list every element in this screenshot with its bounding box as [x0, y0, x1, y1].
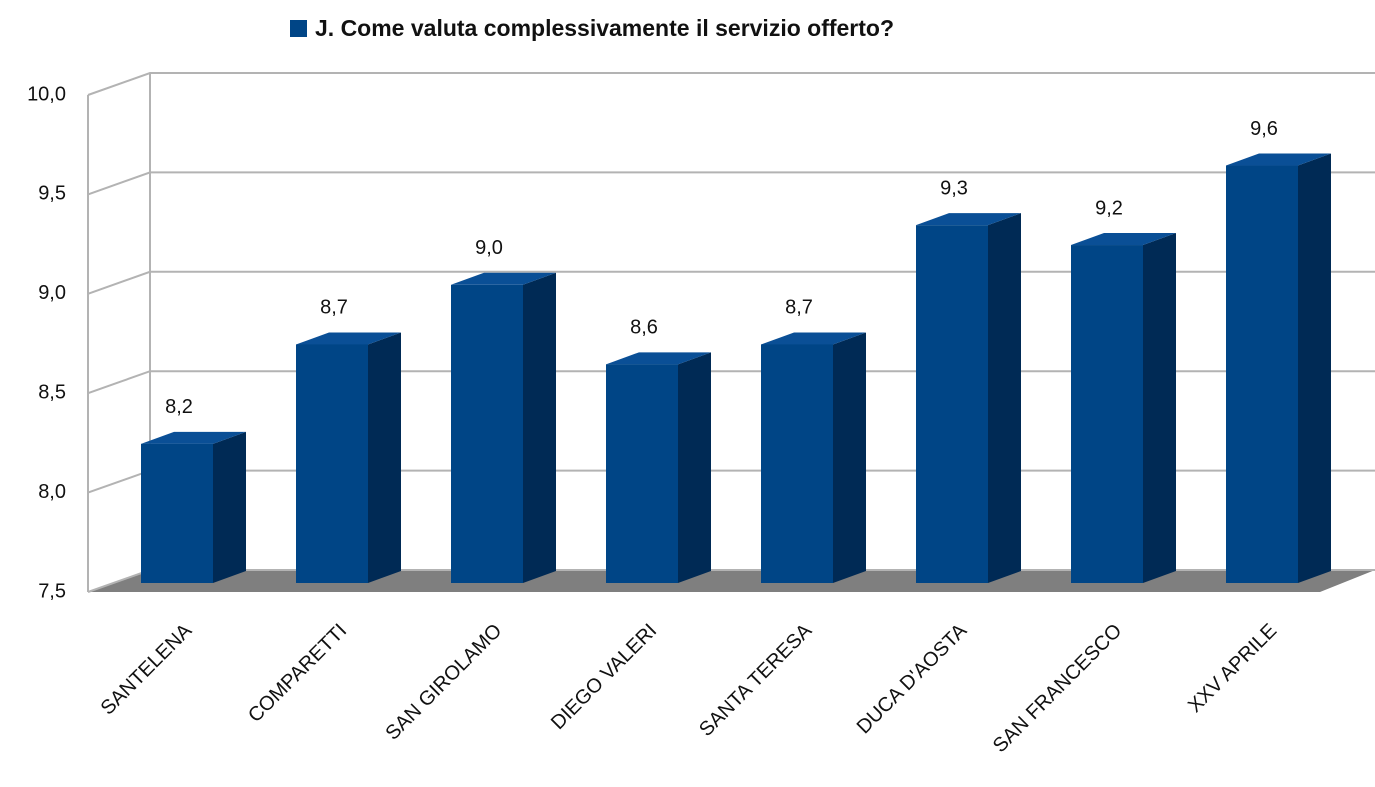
bar: [1071, 245, 1143, 584]
y-tick-label: 7,5: [38, 580, 66, 602]
bar: [916, 225, 988, 583]
bar-top: [916, 213, 1021, 226]
bar-top: [296, 332, 401, 345]
value-label: 9,2: [1095, 197, 1123, 219]
x-tick-label: SAN FRANCESCO: [989, 620, 1126, 757]
value-label: 8,6: [630, 317, 658, 339]
bar-top: [606, 352, 711, 365]
bar: [761, 344, 833, 583]
bar-side: [1143, 233, 1176, 584]
bar-side: [678, 352, 711, 583]
bar-top: [761, 332, 866, 345]
x-tick-label: DIEGO VALERI: [547, 620, 661, 734]
x-tick-label: SAN GIROLAMO: [381, 620, 506, 745]
grid-line: [87, 270, 1375, 295]
x-tick-label: SANTELENA: [97, 619, 197, 719]
bar-top: [1071, 233, 1176, 246]
y-tick-label: 8,0: [38, 481, 66, 503]
grid-line: [87, 171, 1375, 196]
floor: [88, 570, 1375, 592]
bar: [606, 364, 678, 583]
bar-top: [141, 431, 246, 444]
bar: [1226, 165, 1298, 583]
grid-line: [87, 469, 1375, 494]
x-tick-label: SANTA TERESA: [695, 619, 817, 741]
bar-side: [1298, 153, 1331, 583]
bar: [451, 284, 523, 583]
legend-label: J. Come valuta complessivamente il servi…: [315, 15, 894, 41]
y-tick-label: 8,5: [38, 381, 66, 403]
value-label: 9,6: [1250, 118, 1278, 140]
bar-side: [368, 332, 401, 583]
x-tick-label: DUCA D'AOSTA: [853, 619, 972, 738]
bar-side: [833, 332, 866, 583]
value-label: 9,3: [940, 177, 968, 199]
bar-top: [451, 272, 556, 285]
bar-side: [988, 213, 1021, 583]
bar-side: [523, 272, 556, 583]
y-tick-label: 9,5: [38, 183, 66, 205]
y-tick-label: 9,0: [38, 282, 66, 304]
bar: [141, 443, 213, 583]
x-tick-label: XXV APRILE: [1184, 620, 1281, 717]
y-tick-label: 10,0: [27, 83, 66, 105]
bar-side: [213, 431, 246, 583]
value-label: 8,2: [165, 396, 193, 418]
value-label: 9,0: [475, 237, 503, 259]
bar: [296, 344, 368, 583]
value-label: 8,7: [320, 297, 348, 319]
grid-line: [87, 72, 1375, 96]
x-tick-label: COMPARETTI: [244, 620, 351, 727]
grid-line: [87, 370, 1375, 395]
value-label: 8,7: [785, 297, 813, 319]
legend-swatch: [290, 20, 307, 37]
bar-top: [1226, 153, 1331, 166]
